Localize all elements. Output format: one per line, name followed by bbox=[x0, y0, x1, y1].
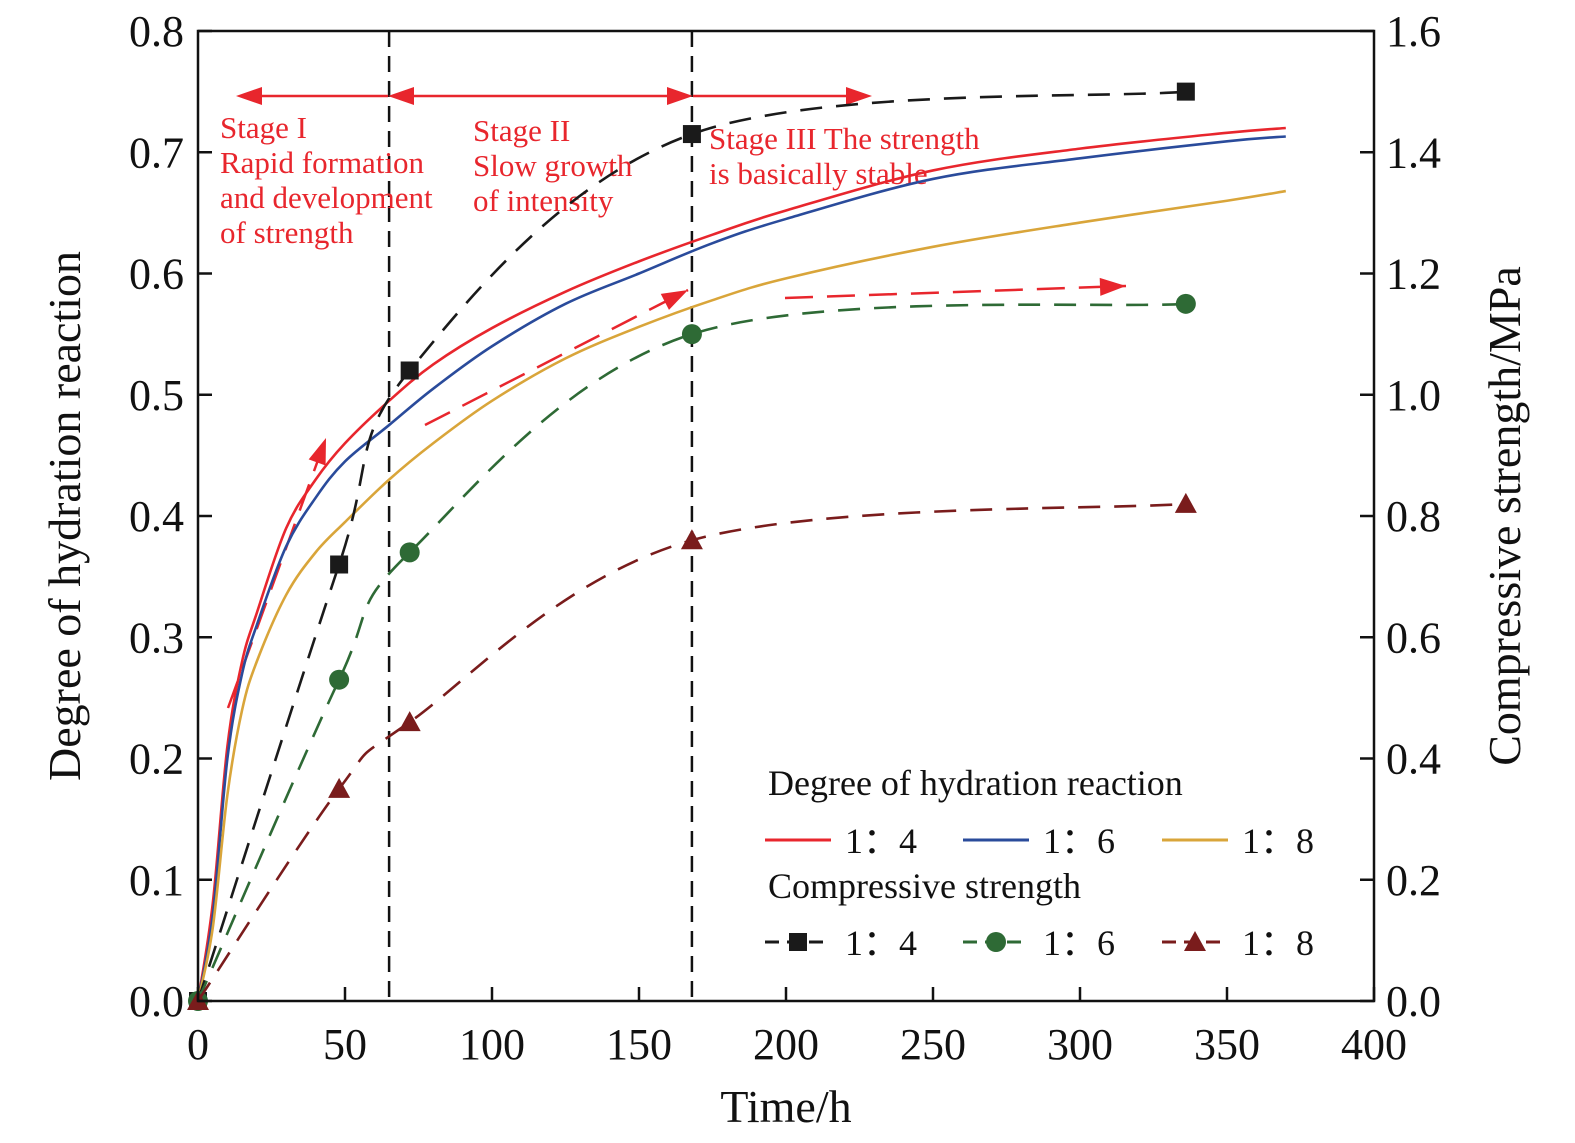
y-left-tick-label: 0.1 bbox=[129, 856, 184, 905]
stage-2-label-line: of intensity bbox=[473, 183, 614, 218]
stage-2-left-arrowhead bbox=[388, 87, 414, 105]
stage-1-label: Stage I Rapid formation and development of … bbox=[220, 110, 433, 250]
x-tick-label: 200 bbox=[753, 1020, 819, 1069]
legend-hydration-label-2: 1：6 bbox=[1043, 821, 1115, 861]
legend-strength-marker-1 bbox=[789, 933, 807, 951]
y-right-tick-label: 0.4 bbox=[1386, 735, 1441, 784]
x-tick-label: 0 bbox=[187, 1020, 209, 1069]
y-left-tick-label: 0.5 bbox=[129, 371, 184, 420]
strength-point-series-3 bbox=[1174, 492, 1197, 513]
x-tick-label: 250 bbox=[900, 1020, 966, 1069]
stage-2-right-arrowhead bbox=[667, 87, 693, 105]
x-tick-label: 350 bbox=[1194, 1020, 1260, 1069]
stage-3-trend-arrowhead bbox=[1099, 277, 1126, 296]
x-tick-label: 300 bbox=[1047, 1020, 1113, 1069]
y-right-tick-label: 1.2 bbox=[1386, 250, 1441, 299]
y-left-tick-label: 0.0 bbox=[129, 977, 184, 1026]
stage-3-trend-line bbox=[784, 284, 1127, 300]
y-right-tick-label: 1.4 bbox=[1386, 128, 1441, 177]
hydration-curves bbox=[196, 126, 1287, 1002]
x-tick-label: 50 bbox=[323, 1020, 367, 1069]
strength-point-series-2 bbox=[1175, 293, 1196, 314]
stage-2-trend-line bbox=[424, 288, 689, 427]
stage-1-label-line: of strength bbox=[220, 215, 354, 250]
y-left-tick-label: 0.7 bbox=[129, 128, 184, 177]
legend-hydration-label-3: 1：8 bbox=[1242, 821, 1314, 861]
legend-strength-label-3: 1：8 bbox=[1242, 923, 1314, 963]
strength-point-series-2 bbox=[329, 669, 350, 690]
y-left-axis-title: Degree of hydration reaction bbox=[39, 251, 90, 781]
legend-group1-title: Degree of hydration reaction bbox=[768, 763, 1183, 803]
legend: Degree of hydration reaction Compressive … bbox=[765, 763, 1314, 963]
stage-2-label-line: Slow growth bbox=[473, 148, 633, 183]
strength-point-series-3 bbox=[328, 777, 351, 798]
strength-line-series-3 bbox=[196, 502, 1186, 1002]
y-right-tick-label: 0.6 bbox=[1386, 613, 1441, 662]
legend-strength-label-2: 1：6 bbox=[1043, 923, 1115, 963]
strength-point-series-3 bbox=[680, 529, 703, 550]
y-right-tick-label: 0.0 bbox=[1386, 977, 1441, 1026]
y-left-tick-label: 0.6 bbox=[129, 250, 184, 299]
strength-curves bbox=[187, 82, 1197, 1011]
x-tick-label: 150 bbox=[606, 1020, 672, 1069]
y-left-tick-label: 0.8 bbox=[129, 7, 184, 56]
strength-point-series-3 bbox=[398, 711, 421, 732]
strength-line-series-1 bbox=[196, 90, 1186, 1002]
axes: 0 50 100 150 200 250 300 350 4000.00.10.20.30.40… bbox=[39, 7, 1530, 1132]
y-left-tick-label: 0.3 bbox=[129, 613, 184, 662]
x-axis-title: Time/h bbox=[720, 1081, 851, 1132]
strength-point-series-2 bbox=[399, 542, 420, 563]
y-left-tick-label: 0.2 bbox=[129, 735, 184, 784]
strength-point-series-2 bbox=[681, 324, 702, 345]
x-tick-label: 400 bbox=[1341, 1020, 1407, 1069]
strength-point-series-1 bbox=[330, 555, 349, 574]
stage-2-label: Stage II Slow growth of intensity bbox=[473, 113, 633, 218]
y-right-tick-label: 1.0 bbox=[1386, 371, 1441, 420]
stage-3-label: Stage III The strength is basically stabl… bbox=[709, 121, 980, 191]
hydration-line-series-3 bbox=[196, 189, 1287, 1002]
legend-strength-marker-3 bbox=[1184, 931, 1206, 951]
strength-point-series-1 bbox=[682, 125, 701, 144]
stage-1-label-line: Rapid formation bbox=[220, 145, 425, 180]
stage-1-trend-arrowhead bbox=[308, 438, 326, 466]
hydration-line-series-2 bbox=[196, 135, 1286, 1002]
stage-1-arrowhead bbox=[236, 87, 262, 105]
y-right-tick-label: 0.2 bbox=[1386, 856, 1441, 905]
strength-point-series-1 bbox=[1176, 82, 1195, 101]
legend-hydration-label-1: 1：4 bbox=[845, 821, 917, 861]
y-right-tick-label: 1.6 bbox=[1386, 7, 1441, 56]
legend-group2-title: Compressive strength bbox=[768, 866, 1081, 906]
y-right-axis-title: Compressive strength/MPa bbox=[1479, 266, 1530, 766]
stage-2-trend-arrowhead bbox=[660, 290, 688, 310]
stage-1-label-line: and development bbox=[220, 180, 433, 215]
strength-point-series-1 bbox=[400, 361, 419, 380]
x-tick-label: 100 bbox=[459, 1020, 525, 1069]
stage-3-label-line: Stage III The strength bbox=[709, 121, 980, 156]
y-left-tick-label: 0.4 bbox=[129, 492, 184, 541]
stage-3-arrowhead bbox=[846, 87, 872, 105]
hydration-line-series-1 bbox=[196, 126, 1286, 1002]
stage-1-label-line: Stage I bbox=[220, 110, 307, 145]
stage-2-label-line: Stage II bbox=[473, 113, 570, 148]
stage-annotations: Stage I Rapid formation and development of … bbox=[220, 87, 1127, 709]
plot-area bbox=[387, 31, 694, 1001]
stage-3-label-line: is basically stable bbox=[709, 156, 928, 191]
legend-strength-label-1: 1：4 bbox=[845, 923, 917, 963]
y-right-tick-label: 0.8 bbox=[1386, 492, 1441, 541]
strength-line-series-2 bbox=[196, 302, 1186, 1002]
legend-strength-marker-2 bbox=[986, 932, 1006, 952]
